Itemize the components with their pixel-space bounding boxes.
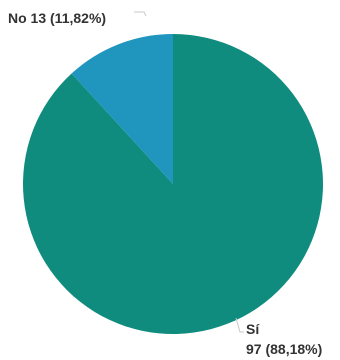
slice-label-si-name: Sí [246, 321, 260, 337]
pie-slices [23, 34, 323, 334]
leader-line-si [235, 317, 244, 333]
leader-line-no [134, 11, 147, 17]
slice-label-no: No 13 (11,82%) [8, 10, 106, 26]
slice-label-si-value: 97 (88,18%) [246, 341, 322, 357]
pie-slice-no[interactable] [71, 34, 173, 184]
